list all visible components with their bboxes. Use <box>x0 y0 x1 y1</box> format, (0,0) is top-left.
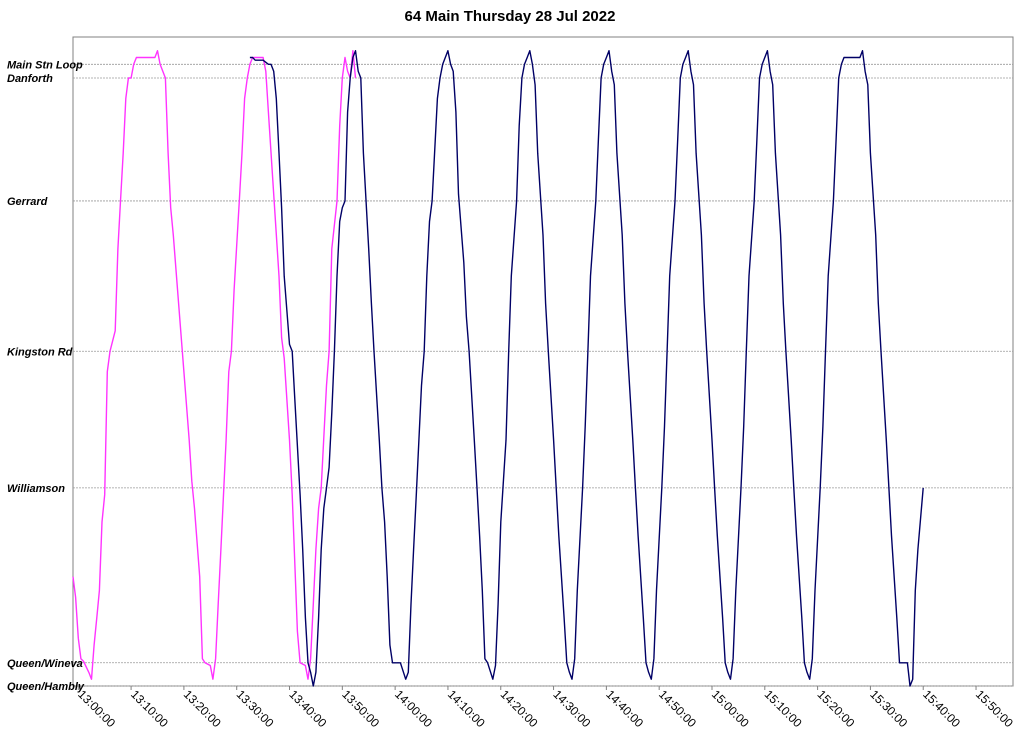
x-tick-label: 14:40:00 <box>603 687 646 730</box>
x-tick-label: 15:30:00 <box>867 687 910 730</box>
y-axis-stop-labels: Main Stn Loop Danforth Gerrard Kingston Rd W… <box>7 59 85 693</box>
x-tick-label: 15:00:00 <box>709 687 752 730</box>
gridlines <box>73 63 1013 687</box>
y-stop-label: Williamson <box>7 483 65 495</box>
series-lines <box>72 50 924 687</box>
x-tick-label: 13:20:00 <box>181 687 224 730</box>
y-stop-label: Gerrard <box>7 196 48 208</box>
x-tick-label: 15:50:00 <box>973 687 1016 730</box>
x-tick-label: 13:40:00 <box>286 687 329 730</box>
x-tick-label: 13:30:00 <box>234 687 277 730</box>
x-tick-label: 15:10:00 <box>762 687 805 730</box>
x-tick-label: 15:40:00 <box>920 687 963 730</box>
x-tick-label: 14:10:00 <box>445 687 488 730</box>
y-stop-label: Main Stn Loop <box>7 59 83 71</box>
x-tick-label: 13:00:00 <box>75 687 118 730</box>
x-tick-label: 14:20:00 <box>498 687 541 730</box>
y-stop-label: Queen/Wineva <box>7 658 83 670</box>
plot-area <box>72 36 1014 687</box>
x-tick-label: 14:30:00 <box>550 687 593 730</box>
y-stop-label: Danforth <box>7 73 53 85</box>
series-line <box>249 50 924 687</box>
chart-title: 64 Main Thursday 28 Jul 2022 <box>405 8 616 25</box>
series-line <box>72 50 357 680</box>
x-tick-label: 15:20:00 <box>814 687 857 730</box>
y-stop-label: Kingston Rd <box>7 346 73 358</box>
x-axis-ticks: 13:00:00 13:10:00 13:20:00 13:30:00 13:40:00… <box>75 686 1016 730</box>
x-tick-label: 14:00:00 <box>392 687 435 730</box>
x-tick-label: 13:50:00 <box>339 687 382 730</box>
x-tick-label: 13:10:00 <box>128 687 171 730</box>
x-tick-label: 14:50:00 <box>656 687 699 730</box>
y-stop-label: Queen/Hambly <box>7 681 85 693</box>
